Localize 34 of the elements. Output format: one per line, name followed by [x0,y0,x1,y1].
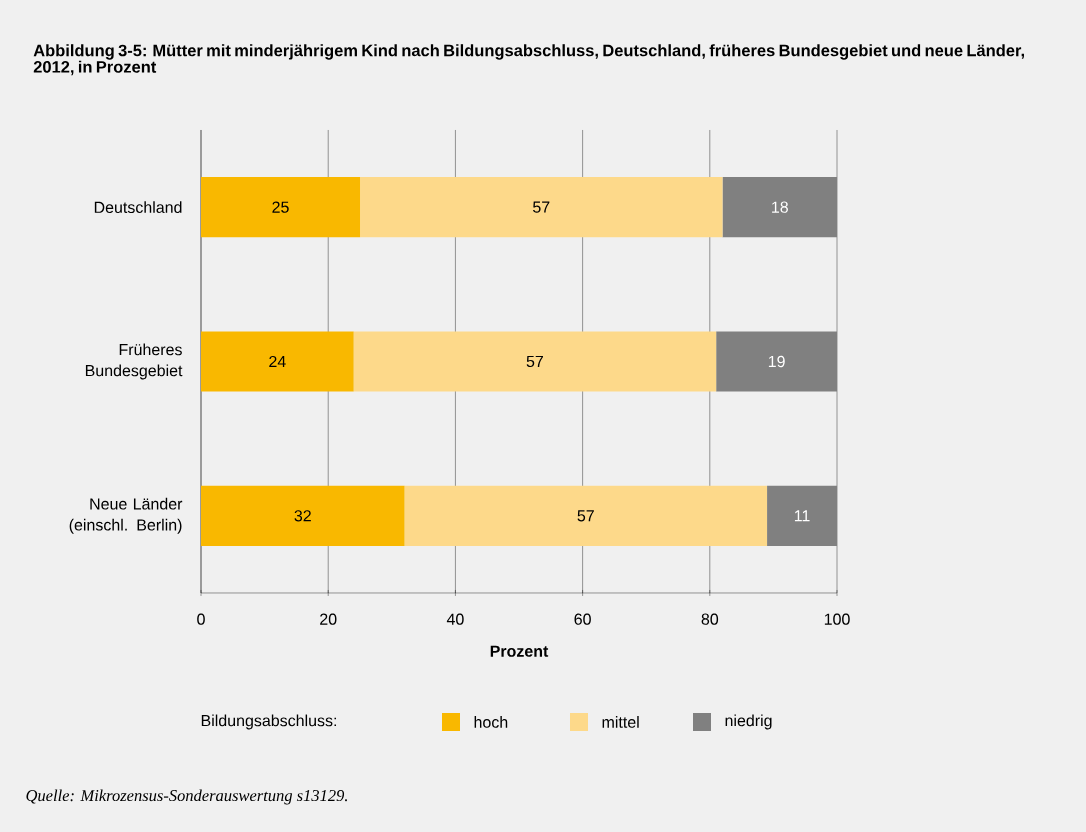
bar [716,331,838,392]
bar [404,485,768,546]
data-label: 57 [526,355,543,368]
x-axis-title: Prozent [490,645,549,657]
bar [353,331,717,392]
x-tick-label: 80 [701,613,719,625]
bar [201,177,361,238]
y-tick-label: Neue Länder (einschl. Berlin) [69,497,183,534]
data-label: 25 [272,201,289,213]
data-label: 19 [768,355,785,368]
data-label: 32 [294,510,311,522]
data-label: 57 [533,201,550,213]
legend-label: niedrig [725,714,772,730]
legend-title: Bildungsabschluss: [201,714,337,730]
x-tick-label: 100 [824,613,850,625]
y-tick-label: Deutschland [94,201,182,214]
data-label: 57 [577,510,594,522]
bar [201,331,354,392]
legend-label: mittel [602,716,639,728]
source-note: Quelle: Mikrozensus-Sonderauswertung s13129. [26,789,347,805]
x-tick-label: 0 [197,613,205,625]
x-tick-label: 20 [320,613,337,625]
x-tick-label: 60 [574,613,591,625]
data-label: 18 [772,201,788,213]
chart-title: Abbildung 3-5: Mütter mit minderjährigem Kind nach Bildungsabschluss, Deutschland, früheres Bundesgebiet und neue Länder, 2012, in Prozent [33,44,1024,76]
legend-label: hoch [474,716,508,728]
data-label: 11 [794,510,810,522]
bar [360,177,723,238]
data-label: 24 [269,355,286,368]
bar [767,485,838,546]
x-tick-label: 40 [446,613,464,625]
y-tick-label: Früheres Bundesgebiet [85,343,183,380]
bar [722,177,838,238]
bar [201,485,405,546]
